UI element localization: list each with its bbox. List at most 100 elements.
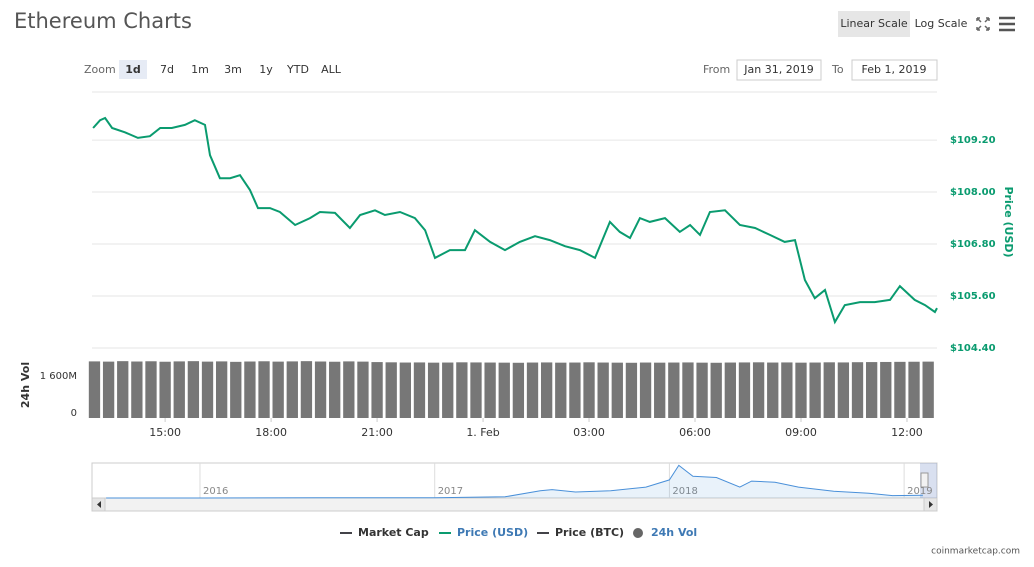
legend-label[interactable]: Price (BTC) (555, 526, 624, 539)
navigator-scrollbar[interactable] (91, 497, 938, 512)
zoom-button[interactable]: 1d (125, 63, 141, 76)
volume-bar (569, 362, 581, 418)
volume-bar (710, 362, 722, 418)
volume-bar (639, 362, 652, 418)
fullscreen-icon[interactable] (976, 17, 990, 31)
volume-bar (512, 362, 525, 418)
volume-bar (442, 362, 454, 418)
to-label: To (831, 63, 844, 76)
chart-title: Ethereum Charts (14, 9, 192, 33)
input-box (851, 59, 938, 81)
volume-bar (526, 362, 539, 418)
volume-bar (357, 361, 369, 418)
volume-bar (159, 361, 171, 418)
volume-bar (385, 362, 397, 418)
volume-bar (908, 361, 920, 418)
volume-bar (258, 361, 270, 418)
legend-label[interactable]: Price (USD) (457, 526, 528, 539)
volume-bar (371, 362, 383, 418)
volume-bar (625, 362, 638, 418)
from-input[interactable]: Jan 31, 2019 (736, 59, 822, 81)
volume-bar (540, 362, 553, 418)
volume-bar (738, 362, 751, 418)
y-axis-label: Price (USD) (1002, 186, 1015, 257)
zoom-button[interactable]: 1y (259, 63, 273, 76)
volume-bar (894, 361, 906, 418)
volume-bar (145, 361, 157, 418)
volume-bar (781, 362, 793, 418)
x-tick-label: 2019 (907, 486, 932, 497)
volume-bar (230, 361, 242, 418)
y-tick-label: 0 (71, 408, 77, 419)
y-tick-label: $109.20 (950, 135, 996, 146)
zoom-button[interactable]: 7d (160, 63, 174, 76)
volume-bar (343, 361, 355, 418)
x-tick-label: 18:00 (255, 426, 287, 439)
zoom-button[interactable]: 1m (191, 63, 209, 76)
volume-bar (173, 361, 185, 418)
volume-bar (329, 361, 341, 418)
zoom-button[interactable]: YTD (286, 63, 309, 76)
button-label: Log Scale (915, 17, 968, 30)
zoom-button[interactable]: ALL (321, 63, 342, 76)
volume-bar (427, 362, 440, 418)
volume-bar (724, 362, 736, 418)
navigator-handle[interactable] (920, 472, 929, 488)
volume-bar (498, 362, 510, 418)
volume-bar (272, 361, 284, 418)
volume-bar (696, 362, 708, 418)
log-scale-button[interactable]: Log Scale (915, 17, 968, 30)
volume-bar (470, 362, 482, 418)
volume-bar (795, 362, 807, 418)
x-tick-label: 1. Feb (466, 426, 499, 439)
volume-bar (752, 362, 765, 418)
volume-bar (682, 362, 694, 418)
navigator-line (106, 464, 923, 499)
volume-bar (880, 361, 892, 418)
legend-label[interactable]: Market Cap (358, 526, 429, 539)
credit: coinmarketcap.com (931, 547, 1020, 557)
x-tick-label: 06:00 (679, 426, 711, 439)
volume-bar (654, 362, 666, 418)
to-input[interactable]: Feb 1, 2019 (851, 59, 938, 81)
menu-icon[interactable] (999, 16, 1015, 32)
volume-bar (583, 362, 595, 418)
selected-zoom-bg (119, 60, 147, 79)
x-tick-label: 21:00 (361, 426, 393, 439)
x-tick-label: 2016 (203, 486, 228, 497)
arrow (97, 501, 101, 508)
x-tick-label: 03:00 (573, 426, 605, 439)
y-tick-label: 1 600M (40, 371, 77, 382)
volume-bar (484, 362, 496, 418)
y-tick-label: $105.60 (950, 291, 996, 302)
price-line (92, 116, 938, 325)
volume-bar (201, 361, 214, 418)
volume-bar (837, 362, 850, 418)
input-box (736, 59, 822, 81)
x-tick-label: 12:00 (891, 426, 923, 439)
volume-bar (300, 361, 313, 418)
volume-bar (88, 361, 101, 418)
from-label: From (703, 63, 730, 76)
volume-bar (131, 361, 143, 418)
legend-symbol (633, 528, 643, 538)
volume-bar (286, 361, 298, 418)
y-axis-label: 24h Vol (19, 362, 32, 408)
volume-bar (611, 362, 623, 418)
volume-bar (922, 361, 934, 418)
linear-scale-button[interactable]: Linear Scale (838, 11, 910, 37)
icon (976, 17, 990, 31)
volume-bar (215, 361, 228, 418)
x-tick-label: 15:00 (149, 426, 181, 439)
zoom-button[interactable]: 3m (224, 63, 242, 76)
volume-bar (187, 361, 200, 418)
volume-bar (314, 361, 327, 418)
volume-bar (102, 361, 115, 418)
volume-bar (865, 362, 878, 418)
zoom-label: Zoom (84, 63, 116, 76)
legend-label[interactable]: 24h Vol (651, 526, 697, 539)
x-tick-label: 2018 (672, 486, 697, 497)
input-text: Jan 31, 2019 (743, 63, 813, 76)
y-tick-label: $106.80 (950, 239, 996, 250)
